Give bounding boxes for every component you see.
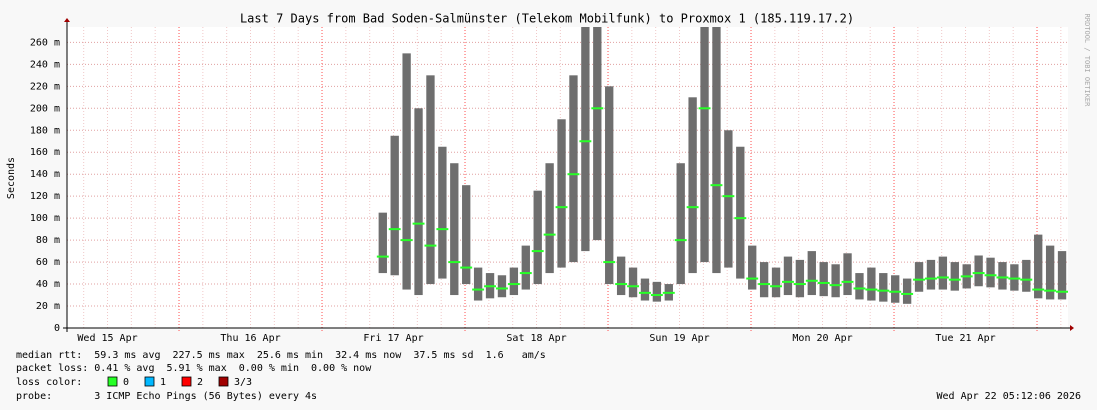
legend-swatch xyxy=(107,376,118,387)
smoke-bar xyxy=(652,281,662,302)
legend-label: 1 xyxy=(160,377,166,388)
plot-area xyxy=(67,27,1068,328)
x-axis-arrow xyxy=(1070,325,1074,331)
stats-line: packet loss: 0.41 % avg 5.91 % max 0.00 … xyxy=(16,363,372,374)
y-tick-label: 80 m xyxy=(36,235,60,246)
chart-title: Last 7 Days from Bad Soden-Salmünster (T… xyxy=(240,12,854,26)
smoke-bar xyxy=(545,163,554,274)
x-tick-label: Wed 15 Apr xyxy=(77,333,137,344)
smoke-bar xyxy=(700,27,709,263)
y-tick-label: 260 m xyxy=(30,37,60,48)
smoke-bar xyxy=(462,185,471,285)
smoke-bar xyxy=(712,27,721,274)
smoke-bar xyxy=(605,86,614,285)
smoke-bar xyxy=(724,130,733,268)
x-tick-label: Sun 19 Apr xyxy=(649,333,709,344)
smoke-bar xyxy=(616,256,626,296)
x-tick-label: Sat 18 Apr xyxy=(506,333,566,344)
y-tick-label: 220 m xyxy=(30,81,60,92)
smoke-bar xyxy=(879,273,888,302)
smoke-bar xyxy=(378,212,387,274)
smoke-bar xyxy=(628,267,638,298)
smoke-bar xyxy=(438,146,447,279)
smoke-bar xyxy=(867,267,876,301)
y-tick-label: 140 m xyxy=(30,169,60,180)
smoke-bar xyxy=(736,146,745,279)
smoke-bar xyxy=(557,119,566,268)
smoke-bar xyxy=(533,190,542,285)
legend-swatch xyxy=(181,376,192,387)
smoke-bar xyxy=(426,75,435,285)
y-tick-label: 0 xyxy=(54,323,60,334)
smoke-bar xyxy=(1010,264,1019,291)
smoke-bar xyxy=(688,97,697,274)
smoke-bar xyxy=(390,135,399,276)
smoke-bar xyxy=(986,257,995,288)
x-tick-label: Mon 20 Apr xyxy=(792,333,852,344)
legend-label: 3/3 xyxy=(234,377,252,388)
smoke-bar xyxy=(807,251,816,296)
smoke-bar xyxy=(509,267,519,296)
smoke-bar xyxy=(1045,245,1055,300)
smoke-bar xyxy=(450,163,459,296)
y-tick-label: 40 m xyxy=(36,279,60,290)
smoke-bar xyxy=(676,163,685,285)
y-tick-label: 120 m xyxy=(30,191,60,202)
smoke-bar xyxy=(414,108,423,296)
smoke-bar xyxy=(902,278,912,304)
smoke-bar xyxy=(950,262,959,291)
legend-label: 0 xyxy=(123,377,129,388)
y-axis-label: Seconds xyxy=(6,157,17,199)
smoke-bar xyxy=(759,262,769,298)
smoke-bar xyxy=(855,273,864,300)
x-tick-label: Thu 16 Apr xyxy=(220,333,280,344)
smoke-bar xyxy=(748,245,757,290)
x-tick-label: Tue 21 Apr xyxy=(935,333,995,344)
smoke-bar xyxy=(569,75,578,263)
smoke-bar xyxy=(497,275,507,298)
smoke-bar xyxy=(998,262,1007,290)
smoke-bar xyxy=(891,275,900,303)
stats-line: median rtt: 59.3 ms avg 227.5 ms max 25.… xyxy=(16,350,546,361)
smoke-bar xyxy=(521,245,530,290)
loss-label: loss color: xyxy=(16,377,82,388)
smoke-bar xyxy=(974,255,983,287)
smoke-bar xyxy=(926,259,936,290)
y-tick-label: 20 m xyxy=(36,301,60,312)
x-tick-label: Fri 17 Apr xyxy=(363,333,423,344)
y-tick-label: 180 m xyxy=(30,125,60,136)
smoke-bar xyxy=(783,256,793,296)
smoke-bar xyxy=(819,262,828,297)
y-axis-arrow xyxy=(64,18,70,22)
smoke-bar xyxy=(581,27,590,252)
legend-swatch xyxy=(144,376,155,387)
smoke-bar xyxy=(1034,234,1043,299)
smoke-bar xyxy=(771,267,781,298)
smoke-bar xyxy=(831,264,840,298)
legend-label: 2 xyxy=(197,377,203,388)
y-tick-label: 60 m xyxy=(36,257,60,268)
probe-info: probe: 3 ICMP Echo Pings (56 Bytes) ever… xyxy=(16,391,317,402)
y-tick-label: 100 m xyxy=(30,213,60,224)
smoke-bar xyxy=(914,262,924,292)
smoke-bar xyxy=(843,253,852,296)
y-tick-label: 200 m xyxy=(30,103,60,114)
smoke-bar xyxy=(473,267,483,301)
smoke-bar xyxy=(1022,259,1031,292)
y-tick-label: 240 m xyxy=(30,59,60,70)
smoke-bar xyxy=(938,256,948,290)
smoke-bar xyxy=(640,278,650,301)
timestamp: Wed Apr 22 05:12:06 2026 xyxy=(937,391,1082,402)
legend-swatch xyxy=(218,376,229,387)
smoke-bar xyxy=(593,27,602,241)
smoke-bar xyxy=(795,259,805,298)
smoke-bar xyxy=(402,53,411,290)
smoke-bar xyxy=(1057,251,1067,300)
watermark: RRDTOOL / TOBI OETIKER xyxy=(1083,14,1091,108)
y-tick-label: 160 m xyxy=(30,147,60,158)
